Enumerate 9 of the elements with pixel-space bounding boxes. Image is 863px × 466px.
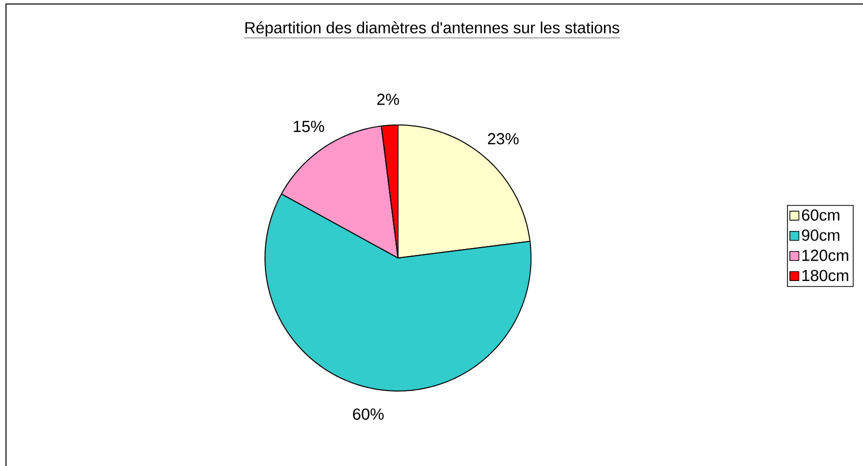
legend-label: 60cm [802, 209, 840, 221]
legend-label: 120cm [802, 250, 848, 262]
data-label: 60% [353, 408, 384, 420]
data-label: 15% [294, 120, 324, 132]
legend-label: 180cm [802, 270, 848, 282]
data-label: 23% [488, 133, 519, 144]
data-label: 2% [377, 94, 400, 105]
legend-label: 90cm [802, 230, 840, 241]
chart-title: Répartition des diamètres d'antennes sur les stations [245, 21, 620, 37]
